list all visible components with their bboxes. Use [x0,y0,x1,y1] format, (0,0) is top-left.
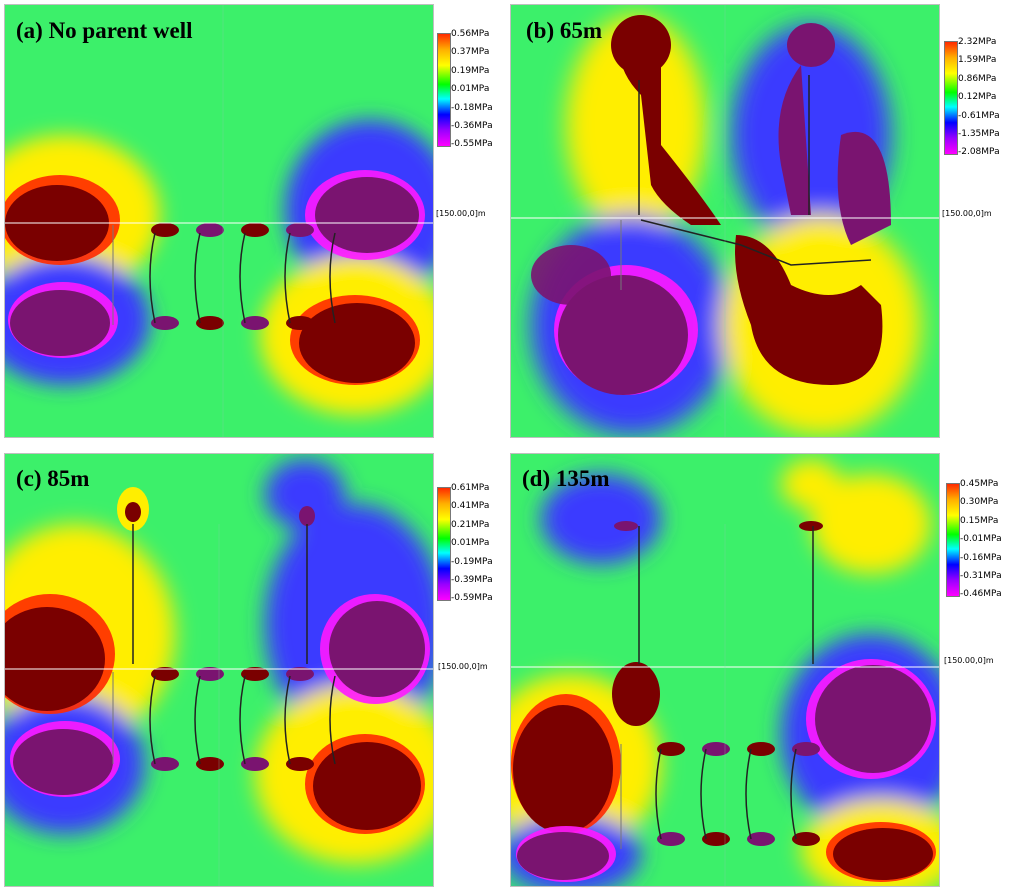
stress-field-c [5,454,433,886]
fracture-lobes-c [151,667,314,771]
coordinate-label-c: [150.00,0]m [438,662,488,671]
legend-tick: -0.61MPa [958,111,1000,121]
legend-tick: -1.35MPa [958,129,1000,139]
panel-label-d: (d) 135m [522,466,610,491]
legend-tick: -0.16MPa [960,553,1002,563]
panel-label-c: (c) 85m [16,466,90,491]
contour-plot-b [510,4,940,438]
hydraulic-fractures-a [149,232,336,324]
coordinate-label-a: [150.00,0]m [436,209,486,218]
legend-tick: 0.01MPa [451,84,490,94]
coordinate-label-d: [150.00,0]m [944,656,994,665]
legend-a: 0.56MPa 0.37MPa 0.19MPa 0.01MPa -0.18MPa… [437,29,529,153]
contour-plot-a [4,4,434,438]
hydraulic-fractures-b [638,75,872,266]
legend-tick: 0.56MPa [451,29,490,39]
legend-tick: -0.55MPa [451,139,493,149]
legend-tick: 0.45MPa [960,479,999,489]
legend-tick: -0.18MPa [451,103,493,113]
colorbar-a [437,33,451,147]
legend-tick: -0.39MPa [451,575,493,585]
legend-tick: 0.61MPa [451,483,490,493]
contour-plot-d [510,453,940,887]
colorbar-c [437,487,451,601]
legend-tick: 0.01MPa [451,538,490,548]
hydraulic-fractures-d [638,526,814,840]
panel-label-b: (b) 65m [526,18,603,43]
colorbar-d [946,483,960,597]
hydraulic-fractures-c [132,524,336,765]
legend-tick: -2.08MPa [958,147,1000,157]
legend-tick: -0.36MPa [451,121,493,131]
legend-tick: 0.19MPa [451,66,490,76]
contour-plot-c [4,453,434,887]
stress-field-b [511,5,939,437]
stress-field-d [511,454,939,886]
legend-d: 0.45MPa 0.30MPa 0.15MPa -0.01MPa -0.16MP… [946,479,1017,603]
legend-tick: -0.59MPa [451,593,493,603]
legend-tick: -0.01MPa [960,534,1002,544]
legend-tick: 0.15MPa [960,516,999,526]
legend-c: 0.61MPa 0.41MPa 0.21MPa 0.01MPa -0.19MPa… [437,483,529,607]
legend-b: 2.32MPa 1.59MPa 0.86MPa 0.12MPa -0.61MPa… [944,37,1017,161]
panel-label-a: (a) No parent well [16,18,193,43]
legend-tick: 0.41MPa [451,501,490,511]
legend-tick: 0.12MPa [958,92,997,102]
legend-tick: 0.37MPa [451,47,490,57]
legend-tick: 1.59MPa [958,55,997,65]
legend-tick: 2.32MPa [958,37,997,47]
legend-tick: 0.21MPa [451,520,490,530]
fracture-lobes-d [657,742,820,846]
legend-tick: -0.46MPa [960,589,1002,599]
legend-tick: 0.86MPa [958,74,997,84]
legend-tick: -0.19MPa [451,557,493,567]
legend-tick: 0.30MPa [960,497,999,507]
legend-tick: -0.31MPa [960,571,1002,581]
colorbar-b [944,41,958,155]
coordinate-label-b: [150.00,0]m [942,209,992,218]
fracture-lobes-a [151,223,314,330]
stress-field-a [5,5,433,437]
